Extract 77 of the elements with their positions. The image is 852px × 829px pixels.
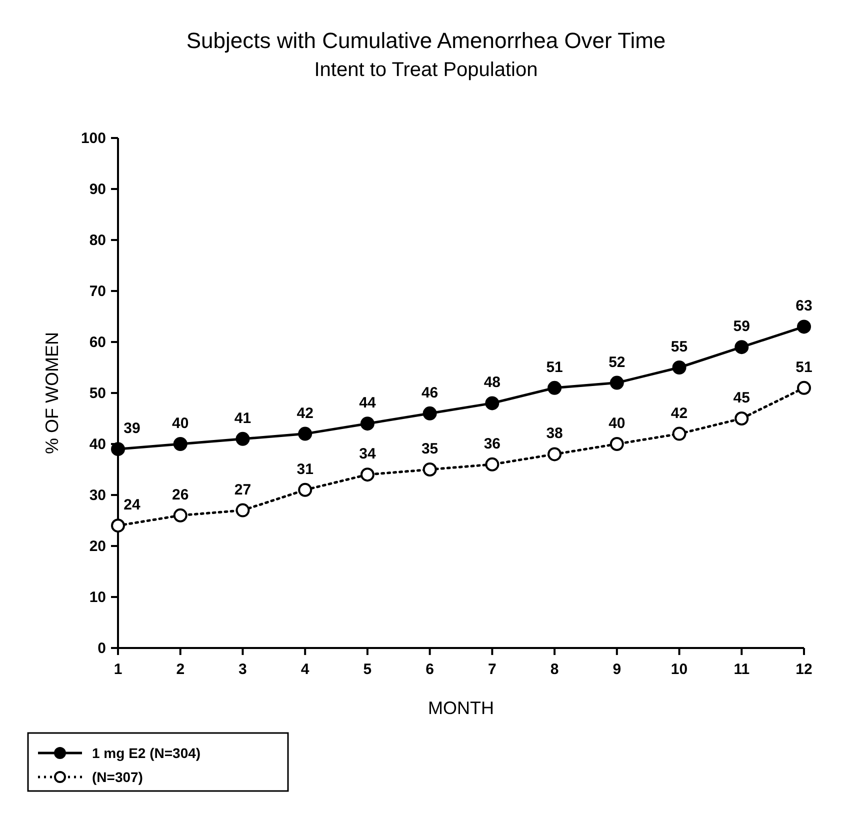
x-tick-label: 4	[300, 661, 310, 678]
data-label: 27	[234, 481, 252, 498]
point	[111, 518, 125, 533]
y-tick-label: 60	[89, 334, 106, 351]
point	[173, 437, 188, 451]
data-label: 51	[796, 358, 812, 376]
data-label: 31	[296, 460, 314, 478]
y-tick-label: 40	[89, 436, 106, 453]
point	[485, 457, 500, 472]
point	[610, 437, 624, 451]
x-tick-label: 6	[426, 661, 434, 678]
x-tick-label: 11	[734, 661, 750, 678]
point	[360, 468, 374, 482]
point	[610, 376, 624, 390]
y-tick-label: 50	[89, 385, 106, 402]
data-label: 55	[670, 338, 688, 356]
data-label: 59	[733, 318, 750, 336]
point	[298, 426, 312, 441]
data-label: 35	[421, 440, 438, 458]
x-tick-label: 3	[238, 661, 247, 678]
data-label: 42	[670, 404, 688, 422]
point	[734, 412, 749, 426]
y-tick-label: 70	[89, 283, 106, 300]
y-tick-label: 0	[98, 640, 106, 657]
y-tick-label: 100	[80, 130, 106, 147]
x-tick-label: 7	[488, 661, 496, 678]
x-tick-label: 1	[114, 661, 122, 678]
point	[548, 447, 562, 462]
legend-label: 1 mg E2 (N=304)	[92, 745, 201, 761]
chart-subtitle: Intent to Treat Population	[314, 59, 538, 81]
y-tick-label: 30	[89, 487, 106, 504]
y-axis-title: % OF WOMEN	[42, 332, 62, 454]
data-label: 36	[484, 435, 501, 452]
y-tick-label: 80	[89, 232, 106, 249]
data-label: 46	[421, 384, 438, 402]
x-tick-label: 8	[550, 661, 559, 678]
y-tick-label: 90	[89, 181, 106, 198]
x-tick-label: 5	[363, 661, 372, 678]
data-label: 26	[172, 486, 189, 504]
point	[485, 396, 500, 410]
data-label: 38	[546, 425, 563, 442]
data-label: 39	[124, 420, 140, 438]
data-label: 40	[608, 415, 626, 432]
data-label: 44	[359, 394, 376, 412]
point	[422, 462, 437, 476]
point	[422, 406, 437, 420]
data-label: 63	[796, 298, 812, 315]
point	[672, 426, 686, 441]
y-tick-label: 20	[89, 538, 106, 555]
chart-title: Subjects with Cumulative Amenorrhea Over Time	[186, 28, 666, 53]
data-label: 34	[359, 446, 376, 463]
point	[734, 340, 749, 354]
point	[548, 380, 562, 395]
point	[298, 482, 312, 497]
point	[797, 320, 811, 334]
x-tick-label: 12	[796, 661, 812, 678]
data-label: 41	[234, 410, 252, 427]
data-label: 51	[546, 358, 563, 376]
data-label: 24	[124, 496, 141, 514]
point	[236, 503, 250, 518]
y-tick-label: 10	[89, 589, 106, 606]
data-label: 45	[733, 390, 750, 406]
x-tick-label: 9	[612, 661, 622, 678]
point	[111, 442, 125, 456]
data-label: 48	[484, 374, 501, 392]
data-label: 52	[608, 354, 626, 371]
data-label: 40	[172, 415, 189, 432]
point	[672, 360, 686, 374]
legend-label: (N=307)	[92, 769, 143, 785]
data-label: 42	[296, 404, 314, 422]
point	[173, 508, 188, 522]
x-tick-label: 2	[176, 661, 185, 678]
point	[797, 380, 811, 395]
point	[236, 432, 250, 446]
x-tick-label: 10	[670, 661, 688, 678]
point	[360, 416, 374, 431]
x-axis-title: MONTH	[428, 698, 494, 718]
